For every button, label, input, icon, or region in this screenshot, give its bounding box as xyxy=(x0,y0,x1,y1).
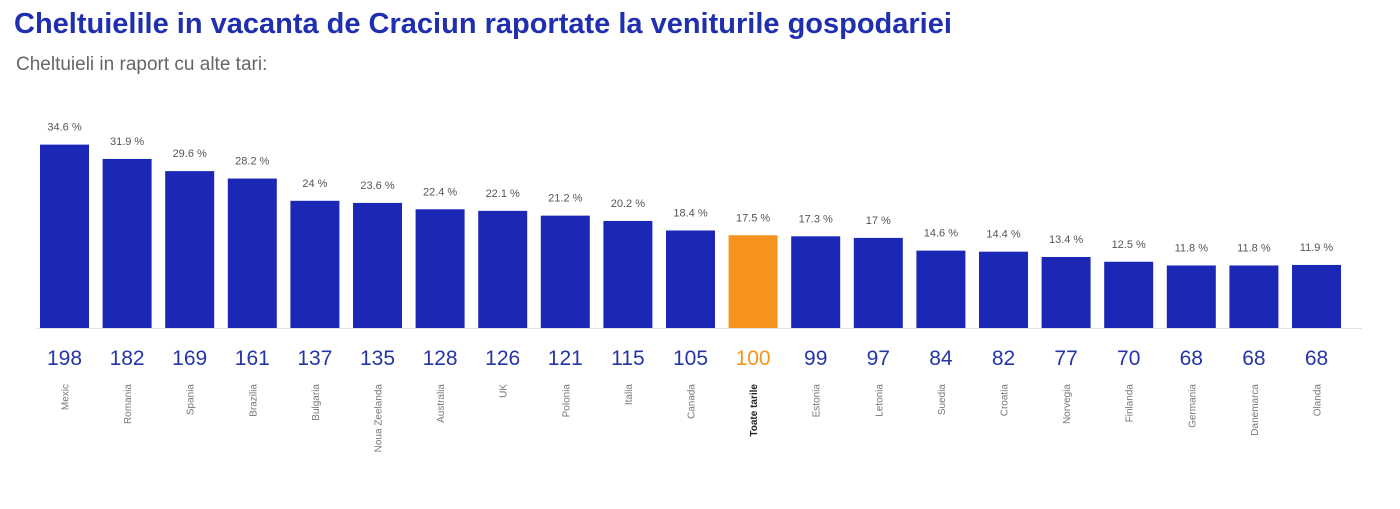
bar-brazilia xyxy=(227,178,277,328)
index-label: 182 xyxy=(110,347,145,370)
bar-bulgaria xyxy=(290,200,340,328)
value-label: 31.9 % xyxy=(110,136,144,148)
value-label: 17.3 % xyxy=(799,213,833,225)
category-labels-group: Mexic Romania Spania Brazilia Bulgaria Noua Z… xyxy=(61,384,1324,453)
index-label: 84 xyxy=(929,347,953,370)
category-label: Estonia xyxy=(812,384,823,418)
bar-suedia xyxy=(916,250,966,328)
category-label: Toate tarile xyxy=(749,384,760,437)
chart-subtitle: Cheltuieli in raport cu alte tari: xyxy=(16,54,268,75)
index-label: 198 xyxy=(47,347,82,370)
bar-finlanda xyxy=(1104,261,1154,328)
index-label: 126 xyxy=(485,347,520,370)
category-label: Olanda xyxy=(1313,384,1324,417)
category-label: Mexic xyxy=(61,384,72,410)
bar-mexic xyxy=(40,144,89,328)
value-label: 11.9 % xyxy=(1300,242,1334,254)
index-label: 137 xyxy=(297,347,332,370)
index-label: 128 xyxy=(423,347,458,370)
index-label: 169 xyxy=(172,347,207,370)
category-label: Danemarca xyxy=(1250,384,1261,436)
index-label: 99 xyxy=(804,347,827,370)
index-label: 135 xyxy=(360,347,395,370)
bar-toate-tarile xyxy=(728,235,778,328)
value-label: 20.2 % xyxy=(611,198,645,210)
bar-croatia xyxy=(979,251,1028,328)
value-label: 23.6 % xyxy=(360,180,394,192)
bar-uk xyxy=(478,210,528,328)
value-label: 17 % xyxy=(866,215,891,227)
value-label: 22.1 % xyxy=(486,188,520,200)
bar-australia xyxy=(415,209,465,328)
category-label: Canada xyxy=(687,384,698,419)
value-label: 22.4 % xyxy=(423,186,457,198)
bar-norvegia xyxy=(1041,256,1091,328)
category-label: Finlanda xyxy=(1125,384,1136,423)
category-label: Italia xyxy=(624,384,635,406)
index-label: 70 xyxy=(1117,347,1140,370)
value-label: 14.6 % xyxy=(924,228,958,240)
category-label: Croatia xyxy=(1000,384,1011,417)
bar-estonia xyxy=(791,236,841,328)
value-label: 13.4 % xyxy=(1049,234,1083,246)
category-label: Norvegia xyxy=(1062,384,1073,424)
index-label: 68 xyxy=(1305,347,1328,370)
index-label: 100 xyxy=(736,347,771,370)
bar-olanda xyxy=(1292,264,1341,328)
category-label: Suedia xyxy=(937,384,948,416)
category-label: Brazilia xyxy=(248,384,259,417)
index-label: 121 xyxy=(548,347,583,370)
value-label: 21.2 % xyxy=(548,193,582,205)
index-label: 105 xyxy=(673,347,708,370)
category-label: UK xyxy=(499,384,510,398)
bar-canada xyxy=(666,230,715,328)
value-label: 11.8 % xyxy=(1237,242,1271,254)
index-label: 82 xyxy=(992,347,1015,370)
index-label: 77 xyxy=(1054,347,1077,370)
value-label: 18.4 % xyxy=(673,207,707,219)
value-label: 17.5 % xyxy=(736,212,770,224)
category-label: Polonia xyxy=(561,384,572,418)
category-label: Australia xyxy=(436,384,447,423)
chart-title: Cheltuielile in vacanta de Craciun rapor… xyxy=(14,8,952,40)
category-label: Letonia xyxy=(874,384,885,417)
index-labels-group: 198 182 169 161 137 135 128 126 121 115 105 100 99 97… xyxy=(47,347,1328,370)
bar-noua-zeelanda xyxy=(353,202,402,328)
index-label: 161 xyxy=(235,347,270,370)
category-label: Spania xyxy=(186,384,197,416)
category-label: Bulgaria xyxy=(311,384,322,421)
index-label: 68 xyxy=(1180,347,1203,370)
bar-italia xyxy=(603,220,653,328)
value-label: 14.4 % xyxy=(986,229,1020,241)
bar-germania xyxy=(1166,265,1216,328)
index-label: 68 xyxy=(1242,347,1265,370)
category-label: Noua Zeelanda xyxy=(374,384,385,453)
value-label: 29.6 % xyxy=(173,148,207,160)
bars-group xyxy=(40,144,1341,328)
bar-danemarca xyxy=(1229,265,1279,328)
value-labels-group: 34.6 % 31.9 % 29.6 % 28.2 % 24 % 23.6 % 22.4 %… xyxy=(47,122,1333,255)
bar-romania xyxy=(102,158,152,328)
bar-polonia xyxy=(540,215,590,328)
category-label: Romania xyxy=(123,384,134,424)
value-label: 12.5 % xyxy=(1112,239,1146,251)
value-label: 24 % xyxy=(302,178,327,190)
bar-letonia xyxy=(853,237,903,328)
index-label: 97 xyxy=(867,347,890,370)
bar-spania xyxy=(165,171,215,328)
value-label: 11.8 % xyxy=(1175,242,1209,254)
index-label: 115 xyxy=(611,347,644,370)
category-label: Germania xyxy=(1187,384,1198,428)
value-label: 28.2 % xyxy=(235,156,269,168)
value-label: 34.6 % xyxy=(47,122,81,134)
